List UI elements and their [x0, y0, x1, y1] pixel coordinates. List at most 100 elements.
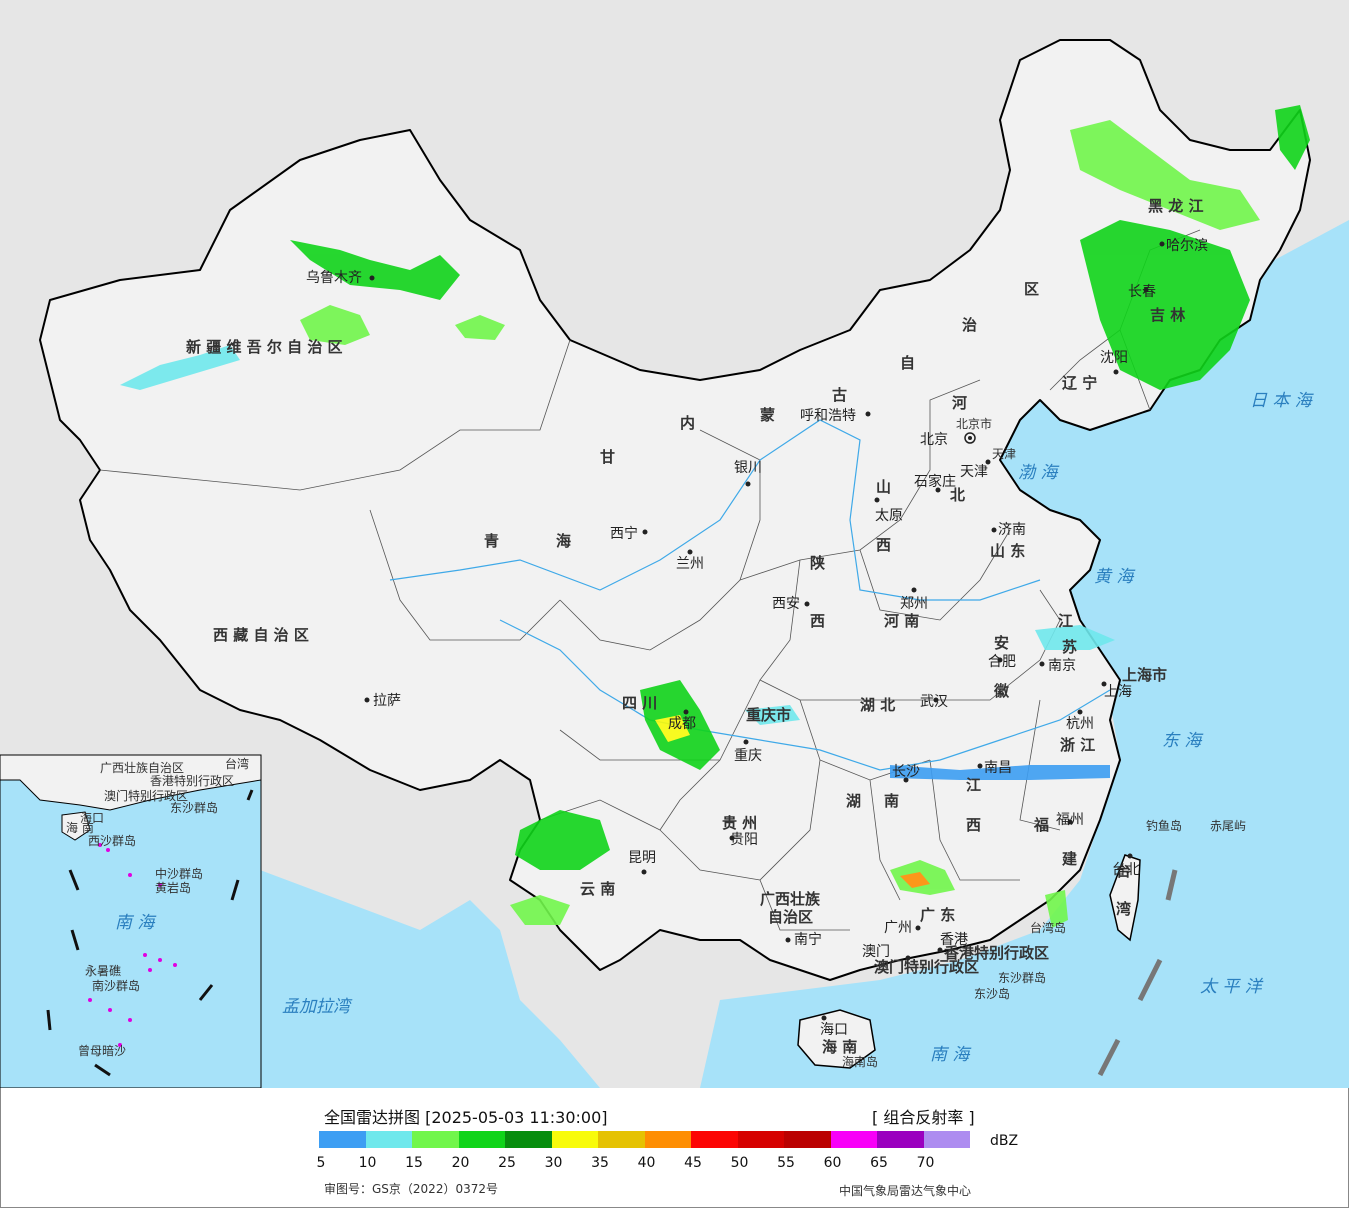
echo-xinjiang-mid — [300, 305, 370, 345]
label-sichuan: 四 川 — [622, 694, 657, 712]
city-nanchang: 南昌 — [984, 760, 1012, 776]
label-xizang: 西 藏 自 治 区 — [213, 626, 309, 644]
label-neimenggu-3: 古 — [832, 386, 847, 404]
city-shanghai: 上海 — [1104, 684, 1132, 700]
inset-label-hainan: 海 南 — [66, 820, 94, 835]
echo-jiangsu — [1035, 625, 1115, 650]
province-borders — [99, 229, 1201, 931]
city-taipei: 台北 — [1112, 862, 1140, 878]
city-kunming: 昆明 — [628, 850, 656, 866]
hainan-island — [797, 1009, 876, 1069]
label-hebei-1: 河 — [952, 394, 967, 412]
city-markers — [364, 241, 1165, 1021]
label-fujian-2: 建 — [1062, 850, 1078, 868]
label-shandong: 山 东 — [990, 542, 1025, 560]
label-shanghai: 上海市 — [1122, 666, 1167, 684]
echo-xinjiang-west — [120, 345, 240, 390]
sea-huanghai: 黄 海 — [1094, 567, 1136, 587]
island-hainandao: 海南岛 — [842, 1054, 878, 1069]
label-henan: 河 南 — [884, 612, 919, 630]
legend-swatch — [505, 1131, 552, 1148]
city-tianjin: 天津 — [960, 464, 988, 480]
city-hohhot: 呼和浩特 — [800, 408, 856, 424]
legend-swatch — [365, 1131, 412, 1148]
legend-swatch — [830, 1131, 877, 1148]
label-hubei: 湖 北 — [860, 696, 895, 714]
legend-tick-label: 25 — [498, 1155, 516, 1171]
city-changsha: 长沙 — [892, 764, 920, 780]
city-zhengzhou: 郑州 — [900, 596, 928, 612]
sea-ribenhai: 日 本 海 — [1250, 391, 1315, 411]
city-nanjing: 南京 — [1048, 658, 1076, 674]
legend-swatch — [319, 1131, 366, 1148]
label-neimenggu-4: 自 — [900, 354, 915, 372]
legend-tick-label: 50 — [730, 1155, 749, 1171]
legend-panel — [0, 1088, 1349, 1208]
label-neimenggu-1: 内 — [680, 414, 695, 432]
inset-label-huangyan: 黄岩岛 — [155, 880, 191, 895]
sea-labels: 渤 海 黄 海 东 海 南 海 太 平 洋 日 本 海 孟加拉湾 — [282, 391, 1315, 1065]
label-jiangsu-2: 苏 — [1062, 638, 1077, 656]
echo-jiangxi-band — [890, 765, 1110, 780]
echo-heilongjiang-ne — [1275, 105, 1310, 170]
label-qinghai-2: 海 — [556, 532, 571, 550]
city-chengdu: 成都 — [668, 716, 696, 732]
label-guangxi-1: 广西壮族 — [760, 890, 821, 908]
echo-yunnan — [515, 810, 610, 870]
city-beijing: 北京 — [920, 432, 948, 448]
legend-swatch — [737, 1131, 784, 1148]
city-xian: 西安 — [772, 596, 800, 612]
bohai — [1000, 420, 1075, 490]
label-taiwan-1: 台 — [1116, 862, 1131, 880]
island-dongshaqundao: 东沙群岛 — [998, 970, 1046, 985]
label-shaanxi-1: 陕 — [810, 554, 825, 572]
legend-tick-label: 40 — [637, 1155, 656, 1171]
city-shenyang: 沈阳 — [1100, 350, 1128, 366]
label-shanxi-2: 西 — [876, 536, 891, 554]
label-liaoning: 辽 宁 — [1062, 374, 1097, 392]
city-hefei: 合肥 — [988, 654, 1016, 670]
island-labels: 钓鱼岛 赤尾屿 台湾岛 东沙群岛 东沙岛 海南岛 — [842, 818, 1246, 1069]
legend-swatch — [784, 1131, 831, 1148]
echo-xinjiang-east — [455, 315, 505, 340]
label-xinjiang: 新 疆 维 吾 尔 自 治 区 — [186, 338, 343, 356]
city-xining: 西宁 — [610, 525, 638, 542]
legend-tick-label: 10 — [358, 1155, 377, 1171]
label-beijing-city: 北京市 — [956, 416, 992, 431]
label-hunan-2: 南 — [884, 792, 899, 810]
inset-label-zhongsha: 中沙群岛 — [155, 866, 203, 881]
legend-unit: dBZ — [990, 1133, 1019, 1149]
city-changchun: 长春 — [1128, 284, 1156, 300]
producer-credit: 中国气象局雷达气象中心 — [839, 1184, 972, 1198]
label-tianjin-city: 天津 — [992, 447, 1016, 461]
city-guiyang: 贵阳 — [730, 832, 758, 848]
label-neimenggu-2: 蒙 — [760, 406, 775, 424]
sea-mengjialawan: 孟加拉湾 — [282, 997, 353, 1017]
echo-northeast — [1080, 220, 1250, 390]
radar-echoes — [120, 105, 1310, 928]
echo-yunnan-south — [510, 895, 570, 925]
inset-islands — [88, 843, 177, 1047]
maritime-boundary-3 — [1097, 1038, 1121, 1077]
label-fujian-1: 福 — [1033, 816, 1049, 834]
label-jiangsu-1: 江 — [1058, 612, 1073, 630]
inset-label-yongshu: 永暑礁 — [85, 963, 121, 978]
legend-swatch — [598, 1131, 645, 1148]
label-jiangxi-2: 西 — [966, 816, 981, 834]
inset-label-nanhai: 南 海 — [115, 913, 157, 933]
legend-swatch — [644, 1131, 691, 1148]
legend-swatch — [877, 1131, 924, 1148]
sea-donghai: 东 海 — [1162, 731, 1204, 751]
city-chongqing: 重庆 — [734, 748, 762, 764]
legend-swatch — [458, 1131, 505, 1148]
legend-tick-label: 20 — [451, 1155, 470, 1171]
label-jilin: 吉 林 — [1150, 306, 1186, 324]
rivers — [389, 419, 1111, 771]
label-shanxi-1: 山 — [876, 478, 891, 496]
city-wuhan: 武汉 — [920, 694, 948, 710]
label-gansu: 甘 — [600, 448, 615, 466]
label-hongkong: 香港特别行政区 — [944, 944, 1049, 962]
city-lanzhou: 兰州 — [676, 556, 704, 572]
label-guangxi-2: 自治区 — [768, 908, 813, 926]
label-neimenggu-5: 治 — [962, 316, 977, 334]
